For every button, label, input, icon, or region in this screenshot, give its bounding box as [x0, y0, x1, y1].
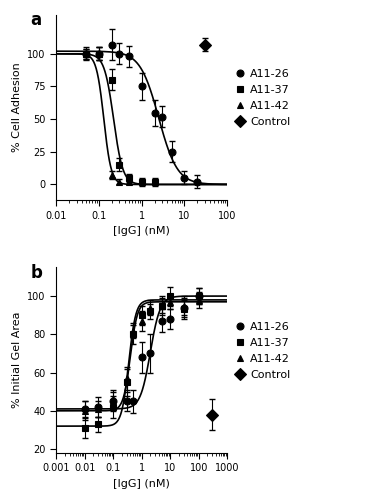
A11-26 — [152, 110, 157, 116]
A11-26 — [126, 54, 131, 60]
A11-42 — [82, 408, 87, 414]
Line: A11-26: A11-26 — [81, 292, 202, 412]
A11-26 — [159, 318, 164, 324]
A11-26 — [139, 84, 144, 89]
A11-42 — [109, 172, 114, 178]
A11-26 — [139, 354, 144, 360]
A11-37 — [84, 51, 88, 57]
Line: A11-26: A11-26 — [83, 41, 201, 186]
A11-42 — [97, 51, 101, 57]
A11-42 — [159, 302, 164, 308]
Line: A11-42: A11-42 — [81, 296, 202, 414]
A11-37 — [182, 306, 186, 312]
A11-42 — [168, 299, 173, 305]
Legend: A11-26, A11-37, A11-42, Control: A11-26, A11-37, A11-42, Control — [234, 322, 290, 380]
Legend: A11-26, A11-37, A11-42, Control: A11-26, A11-37, A11-42, Control — [234, 69, 290, 128]
Y-axis label: % Initial Gel Area: % Initial Gel Area — [12, 312, 22, 408]
A11-42 — [117, 179, 122, 185]
A11-42 — [96, 406, 100, 412]
A11-42 — [196, 297, 201, 303]
A11-26 — [182, 304, 186, 310]
A11-37 — [148, 308, 152, 314]
A11-37 — [82, 425, 87, 431]
A11-37 — [96, 421, 100, 427]
A11-26 — [82, 406, 87, 412]
X-axis label: [IgG] (nM): [IgG] (nM) — [113, 479, 170, 489]
A11-26 — [97, 51, 101, 57]
A11-42 — [84, 51, 88, 57]
Text: b: b — [31, 264, 42, 281]
A11-42 — [182, 302, 186, 308]
A11-26 — [125, 398, 129, 404]
Line: A11-37: A11-37 — [83, 50, 158, 186]
A11-42 — [148, 304, 152, 310]
A11-26 — [111, 398, 116, 404]
Line: A11-37: A11-37 — [81, 292, 202, 432]
A11-26 — [160, 114, 165, 119]
A11-26 — [84, 51, 88, 57]
A11-42 — [125, 376, 129, 382]
A11-37 — [117, 162, 122, 168]
A11-37 — [168, 293, 173, 299]
A11-42 — [139, 318, 144, 324]
A11-26 — [195, 179, 199, 185]
A11-37 — [126, 175, 131, 181]
A11-42 — [131, 328, 135, 334]
A11-26 — [196, 293, 201, 299]
A11-26 — [169, 149, 174, 155]
A11-42 — [126, 179, 131, 185]
A11-26 — [96, 404, 100, 410]
A11-42 — [111, 396, 116, 402]
A11-37 — [159, 302, 164, 308]
Line: A11-42: A11-42 — [83, 50, 132, 186]
A11-37 — [111, 404, 116, 410]
X-axis label: [IgG] (nM): [IgG] (nM) — [113, 226, 170, 236]
A11-26 — [109, 42, 114, 48]
A11-37 — [97, 51, 101, 57]
A11-26 — [168, 316, 173, 322]
Text: a: a — [31, 11, 42, 29]
A11-26 — [182, 175, 187, 181]
A11-37 — [131, 332, 135, 338]
A11-26 — [117, 51, 122, 57]
A11-37 — [152, 179, 157, 185]
Y-axis label: % Cell Adhesion: % Cell Adhesion — [12, 62, 22, 152]
A11-37 — [196, 293, 201, 299]
A11-37 — [125, 379, 129, 385]
A11-37 — [109, 77, 114, 83]
A11-37 — [139, 312, 144, 318]
A11-26 — [131, 398, 135, 404]
A11-26 — [148, 350, 152, 356]
A11-37 — [139, 179, 144, 185]
